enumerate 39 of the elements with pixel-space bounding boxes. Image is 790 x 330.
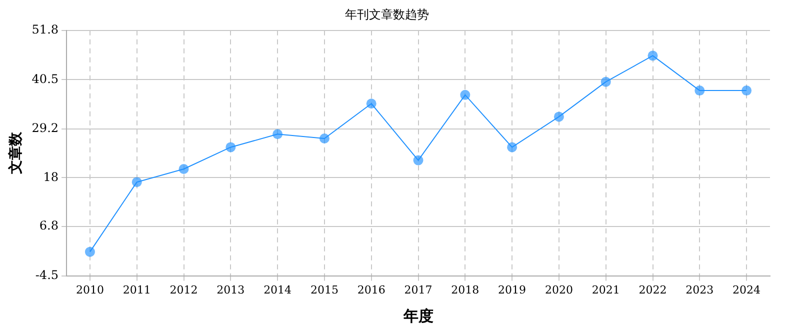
x-tick-label: 2010: [76, 283, 104, 296]
point: [272, 129, 283, 140]
x-tick-label: 2014: [264, 283, 292, 296]
point: [366, 98, 376, 109]
point: [178, 164, 189, 174]
y-tick-label: 29.2: [32, 121, 59, 136]
point: [226, 142, 236, 152]
x-tick-label: 2018: [451, 283, 480, 296]
y-tick-label: 51.8: [32, 22, 59, 37]
point: [694, 86, 705, 96]
x-axis-title: 年度: [402, 306, 434, 325]
y-tick-label: 18: [43, 170, 59, 184]
point: [600, 76, 611, 87]
point: [742, 86, 752, 96]
y-axis-title: 文章数: [7, 131, 24, 176]
point: [319, 134, 330, 144]
y-tick-label: 6.8: [39, 218, 59, 233]
x-tick-label: 2023: [686, 283, 714, 296]
point: [648, 50, 658, 61]
x-tick-label: 2022: [638, 283, 667, 296]
x-tick-label: 2012: [170, 283, 198, 296]
point: [460, 90, 470, 100]
x-tick-label: 2013: [216, 283, 245, 296]
point: [554, 112, 564, 122]
y-tick-label: 40.5: [32, 72, 59, 86]
y-tick-label: -4.5: [35, 268, 59, 282]
chart-title: 年刊文章数趋势: [345, 7, 429, 22]
point: [507, 142, 518, 152]
x-tick-label: 2024: [732, 283, 761, 296]
x-tick-label: 2020: [544, 283, 573, 296]
x-tick-label: 2011: [122, 283, 151, 296]
x-tick-label: 2017: [404, 283, 432, 296]
x-tick-label: 2015: [310, 283, 338, 296]
x-tick-label: 2021: [592, 283, 620, 296]
point: [132, 177, 142, 188]
x-tick-label: 2019: [498, 283, 526, 296]
point: [84, 246, 95, 257]
x-tick-label: 2016: [357, 283, 386, 296]
point: [413, 155, 424, 166]
